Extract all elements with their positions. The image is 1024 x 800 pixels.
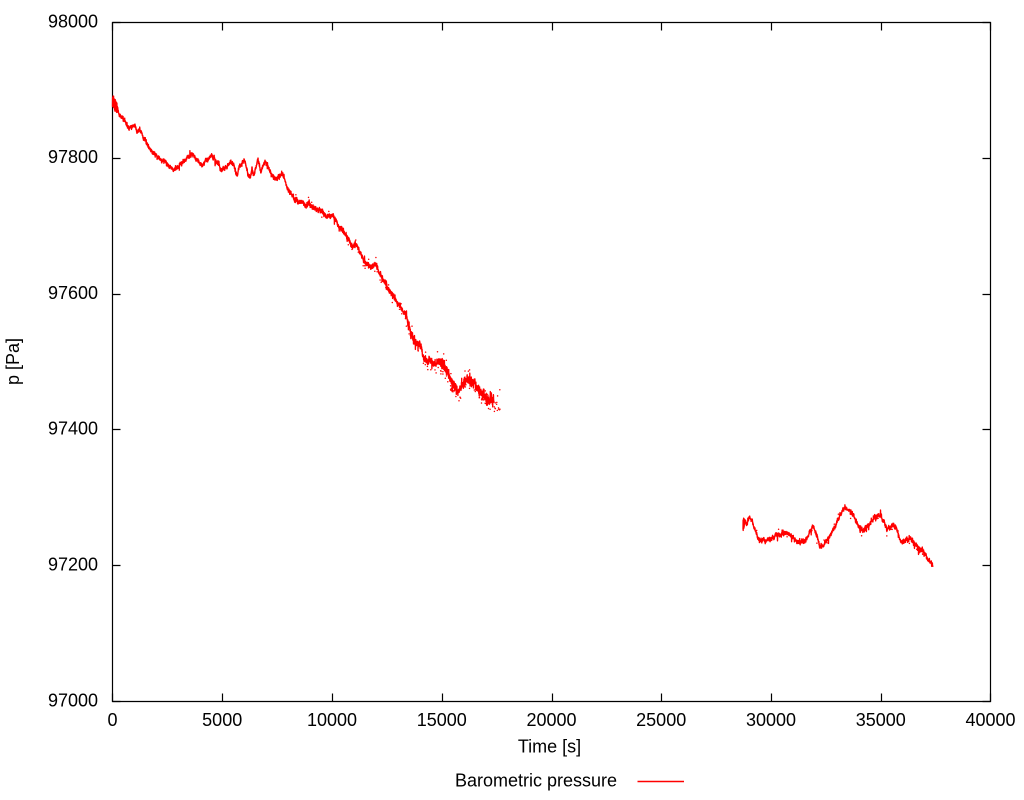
svg-text:98000: 98000 bbox=[48, 11, 98, 31]
svg-text:35000: 35000 bbox=[856, 710, 906, 730]
svg-text:Time [s]: Time [s] bbox=[518, 737, 581, 757]
svg-text:20000: 20000 bbox=[526, 710, 576, 730]
svg-text:97400: 97400 bbox=[48, 419, 98, 439]
svg-text:97800: 97800 bbox=[48, 147, 98, 167]
svg-text:30000: 30000 bbox=[746, 710, 796, 730]
svg-text:Barometric pressure: Barometric pressure bbox=[455, 771, 617, 791]
svg-text:97000: 97000 bbox=[48, 690, 98, 710]
svg-text:25000: 25000 bbox=[636, 710, 686, 730]
svg-text:97200: 97200 bbox=[48, 555, 98, 575]
svg-text:5000: 5000 bbox=[202, 710, 242, 730]
svg-text:10000: 10000 bbox=[307, 710, 357, 730]
svg-text:p [Pa]: p [Pa] bbox=[3, 338, 23, 385]
svg-text:15000: 15000 bbox=[417, 710, 467, 730]
svg-text:0: 0 bbox=[107, 710, 117, 730]
svg-text:97600: 97600 bbox=[48, 283, 98, 303]
svg-text:40000: 40000 bbox=[965, 710, 1015, 730]
